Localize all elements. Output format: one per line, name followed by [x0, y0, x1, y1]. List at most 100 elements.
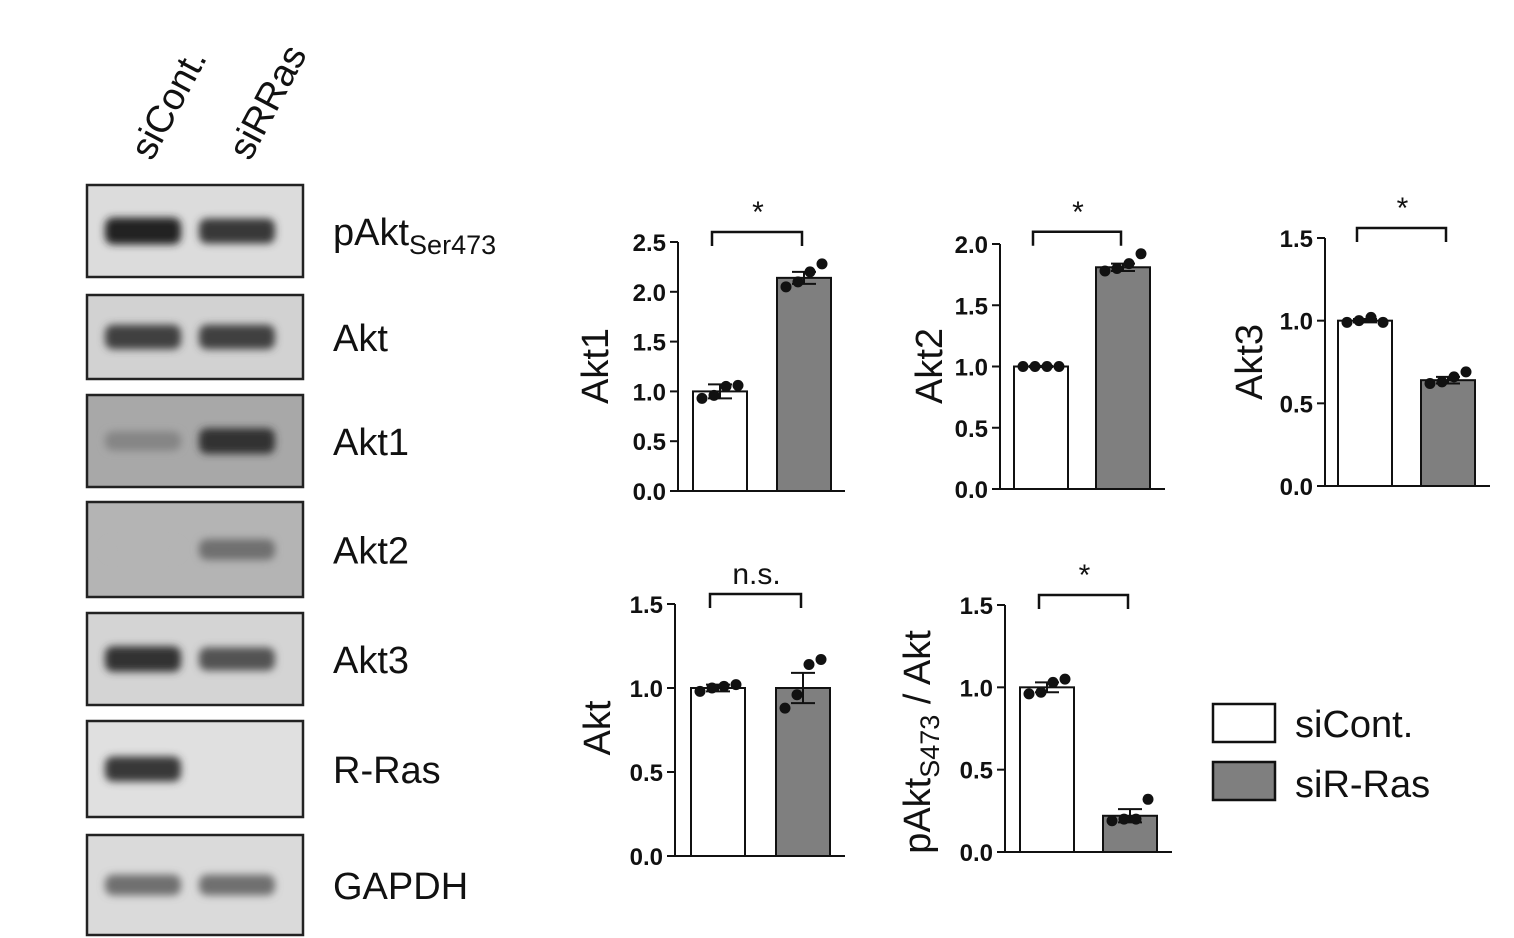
y-tick-label: 1.0 — [630, 676, 663, 703]
data-point — [792, 276, 804, 288]
bar-sirras — [1420, 379, 1476, 488]
blot-akt: Akt — [85, 293, 388, 381]
blot-band — [199, 324, 275, 350]
y-axis-title: Akt — [577, 700, 619, 755]
y-tick-label: 0.5 — [960, 758, 993, 785]
data-point — [1099, 265, 1111, 277]
data-point — [1111, 263, 1123, 274]
blot-band — [199, 428, 275, 454]
blot-label: GAPDH — [333, 866, 468, 908]
data-point — [1130, 813, 1142, 825]
y-tick-label: 0.0 — [1280, 474, 1313, 501]
data-point — [1123, 258, 1135, 270]
data-point — [696, 392, 708, 404]
blot-band — [199, 874, 275, 896]
blot-akt1: Akt1 — [85, 393, 409, 489]
y-tick-label: 0.0 — [955, 477, 988, 504]
bar-sirras — [1095, 266, 1151, 490]
data-point — [718, 680, 730, 692]
blot-membrane — [85, 719, 305, 819]
data-point — [1424, 377, 1436, 389]
y-tick-label: 1.5 — [630, 592, 663, 619]
data-point — [730, 679, 742, 691]
data-point — [816, 258, 828, 270]
blot-akt3: Akt3 — [85, 611, 409, 707]
data-point — [1460, 366, 1472, 378]
bar-sicont — [690, 687, 746, 857]
data-point — [815, 653, 827, 665]
western-blot-panel: siCont. siRRas pAktSer473 Akt Akt1 Akt2 Akt3… — [85, 38, 496, 937]
y-tick-label: 2.0 — [633, 280, 666, 307]
blot-r-ras: R-Ras — [85, 719, 441, 819]
y-tick-label: 1.5 — [960, 593, 993, 620]
legend-label-sirras: siR-Ras — [1295, 764, 1430, 806]
chart-pakt-ratio: 0.0 0.5 1.0 1.5 pAktS473 / Akt * — [897, 559, 1172, 867]
blot-label: pAktSer473 — [333, 212, 496, 260]
significance-bracket: * — [710, 196, 804, 246]
y-tick-label: 0.5 — [1280, 391, 1313, 418]
y-tick-label: 0.5 — [955, 416, 988, 443]
data-point — [1029, 361, 1041, 372]
data-point — [1353, 315, 1365, 327]
y-tick-label: 0.0 — [960, 840, 993, 867]
blot-band — [105, 646, 181, 672]
bar-sirras — [775, 687, 831, 857]
significance-label: * — [1079, 559, 1091, 592]
data-point — [1135, 248, 1147, 260]
data-point — [1035, 686, 1047, 698]
blot-akt2: Akt2 — [85, 500, 409, 599]
lane-label-sicont: siCont. — [123, 42, 216, 166]
data-point — [1142, 793, 1154, 805]
data-point — [803, 658, 815, 670]
y-tick-label: 1.0 — [955, 355, 988, 382]
y-tick-label: 0.0 — [633, 479, 666, 506]
legend-swatch-sirras — [1211, 760, 1277, 802]
chart-akt3: 0.0 0.5 1.0 1.5 Akt3 * — [1229, 192, 1490, 501]
blot-band — [105, 874, 181, 896]
y-tick-label: 0.5 — [630, 760, 663, 787]
legend-label-sicont: siCont. — [1295, 704, 1413, 746]
data-point — [779, 702, 791, 714]
bar-sicont — [1019, 686, 1075, 853]
data-point — [706, 682, 718, 694]
blot-band — [105, 756, 181, 782]
blot-label: Akt3 — [333, 640, 409, 682]
blot-pakt: pAktSer473 — [85, 183, 496, 279]
blot-label: Akt2 — [333, 531, 409, 573]
chart-akt2: 0.0 0.5 1.0 1.5 2.0 Akt2 * — [909, 196, 1165, 504]
bar-sicont — [1337, 319, 1393, 487]
significance-bracket: n.s. — [708, 558, 803, 608]
blot-band — [105, 431, 181, 451]
blot-band — [105, 217, 181, 245]
data-point — [804, 266, 816, 278]
y-tick-label: 1.5 — [955, 293, 988, 320]
chart-akt: 0.0 0.5 1.0 1.5 Akt n.s. — [577, 558, 845, 871]
legend: siCont. siR-Ras — [1211, 702, 1430, 806]
y-tick-label: 2.0 — [955, 232, 988, 259]
data-point — [1118, 813, 1130, 825]
blot-label: Akt1 — [333, 422, 409, 464]
blot-label: R-Ras — [333, 750, 441, 792]
y-tick-label: 1.5 — [1280, 226, 1313, 253]
significance-bracket: * — [1355, 192, 1448, 242]
significance-label: * — [1072, 196, 1084, 229]
significance-bracket: * — [1037, 559, 1130, 609]
data-point — [1047, 676, 1059, 688]
data-point — [1436, 376, 1448, 388]
significance-label: * — [752, 196, 764, 229]
error-bar — [791, 671, 815, 705]
y-tick-label: 0.5 — [633, 429, 666, 456]
data-point — [1053, 361, 1065, 372]
data-point — [780, 281, 792, 293]
blot-band — [199, 647, 275, 671]
data-point — [1059, 673, 1071, 685]
data-point — [1041, 361, 1053, 372]
blot-band — [199, 218, 275, 244]
significance-label: n.s. — [732, 558, 780, 591]
y-tick-label: 2.5 — [633, 230, 666, 257]
blot-label: Akt — [333, 318, 388, 360]
bar-sicont — [692, 390, 748, 492]
significance-bracket: * — [1031, 196, 1123, 246]
lane-label-sirras: siRRas — [221, 38, 316, 166]
